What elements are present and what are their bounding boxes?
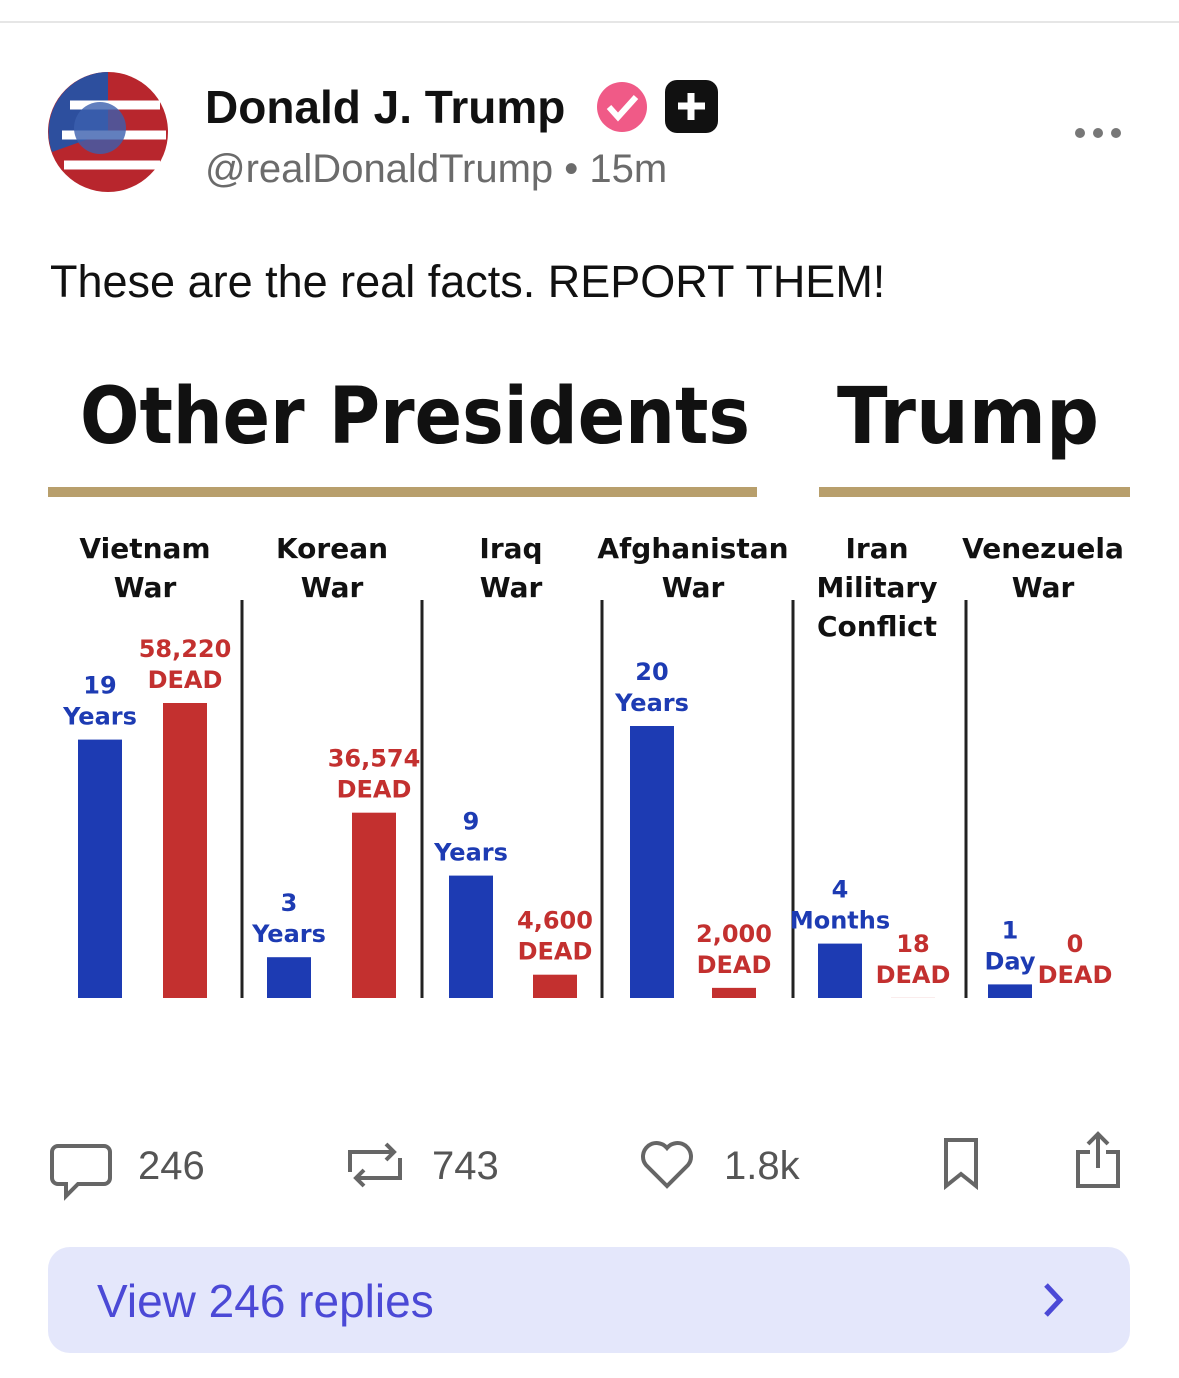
unit-label: Years — [433, 839, 508, 867]
unit-label: DEAD — [337, 776, 412, 804]
bar — [78, 739, 122, 998]
value-label: 4,600 — [517, 907, 593, 935]
value-label: 1 — [1002, 916, 1019, 944]
group-title: Trump — [837, 372, 1099, 462]
verified-badge — [597, 82, 647, 132]
avatar[interactable] — [48, 72, 168, 192]
handle-time: @realDonaldTrump • 15m — [205, 147, 667, 191]
group-title: Other Presidents — [80, 372, 750, 462]
bookmark-button[interactable] — [944, 1138, 978, 1191]
post-text: These are the real facts. REPORT THEM! — [50, 256, 885, 307]
bar — [449, 875, 493, 998]
share-button[interactable] — [1076, 1131, 1120, 1188]
bar — [533, 974, 577, 998]
unit-label: Months — [790, 907, 890, 935]
bar — [163, 703, 207, 998]
value-label: 18 — [896, 930, 929, 958]
like-button[interactable]: 1.8k — [641, 1141, 801, 1189]
unit-label: DEAD — [148, 666, 223, 694]
unit-label: DEAD — [876, 961, 951, 989]
category-label: War — [114, 571, 177, 604]
group-rule — [819, 487, 1130, 497]
value-label: 0 — [1067, 930, 1084, 958]
value-label: 3 — [281, 889, 298, 917]
category-label: War — [480, 571, 543, 604]
value-label: 4 — [832, 876, 849, 904]
group-rule — [48, 487, 757, 497]
chart-image: Other Presidents Trump Vietnam War Korean War… — [48, 372, 1130, 998]
category-label: Vietnam — [79, 532, 210, 565]
bar — [988, 984, 1032, 998]
value-label: 58,220 — [139, 635, 232, 663]
category-label: Conflict — [817, 610, 937, 643]
bar — [712, 987, 756, 998]
unit-label: Years — [251, 920, 326, 948]
value-label: 2,000 — [696, 920, 772, 948]
value-label: 20 — [635, 658, 668, 686]
category-label: War — [301, 571, 364, 604]
category-label: Korean — [276, 532, 388, 565]
category-label: War — [662, 571, 725, 604]
value-label: 36,574 — [328, 745, 421, 773]
unit-label: Years — [614, 689, 689, 717]
view-replies[interactable]: View 246 replies — [48, 1247, 1130, 1353]
category-label: Iran — [845, 532, 908, 565]
category-label: Venezuela — [962, 532, 1124, 565]
unit-label: DEAD — [697, 951, 772, 979]
category-label: Afghanistan — [597, 532, 788, 565]
value-label: 9 — [463, 808, 480, 836]
reply-count: 246 — [138, 1144, 205, 1188]
bar — [630, 726, 674, 998]
like-count: 1.8k — [724, 1144, 801, 1188]
more-menu[interactable] — [1075, 128, 1121, 138]
unit-label: Years — [62, 703, 137, 731]
repost-button[interactable]: 743 — [348, 1142, 499, 1188]
plus-badge — [665, 80, 718, 133]
bar — [267, 957, 311, 998]
unit-label: DEAD — [518, 938, 593, 966]
display-name[interactable]: Donald J. Trump — [205, 81, 565, 133]
view-replies-label: View 246 replies — [97, 1275, 434, 1327]
unit-label: Day — [984, 947, 1035, 975]
repost-count: 743 — [432, 1144, 499, 1188]
reply-button[interactable]: 246 — [50, 1144, 205, 1201]
bar — [818, 943, 862, 998]
bar — [352, 812, 396, 998]
value-label: 19 — [83, 672, 116, 700]
category-label: Iraq — [479, 532, 542, 565]
unit-label: DEAD — [1038, 961, 1113, 989]
category-label: War — [1012, 571, 1075, 604]
category-label: Military — [817, 571, 938, 604]
